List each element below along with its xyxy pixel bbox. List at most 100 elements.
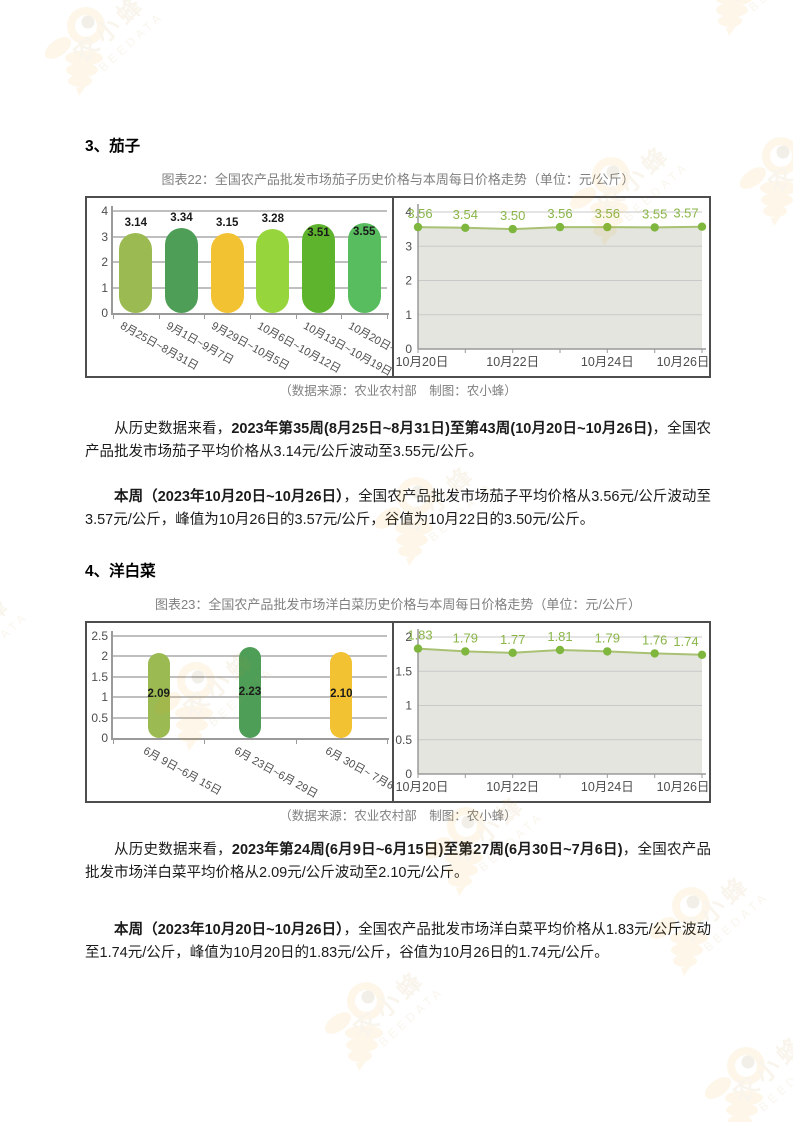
text-run: ，全国农产品批发市场洋白菜平均价格从1.83元/公斤波动至1.74元/公斤，峰值… bbox=[85, 922, 712, 961]
bar bbox=[147, 652, 170, 738]
text-run-bold: 2023年第35周(8月25日~8月31日)至第43周(10月20日~10月26… bbox=[231, 421, 653, 437]
x-axis-tick bbox=[387, 740, 388, 744]
watermark-brand-text: 农小蜂 BEEDATA bbox=[0, 206, 2, 306]
bar-value-label: 2.23 bbox=[238, 685, 262, 698]
data-point bbox=[603, 647, 612, 656]
figure-22-source-caption: （数据来源：农业农村部 制图：农小蜂） bbox=[279, 384, 517, 398]
eggplant-history-bar-chart: 0 1 2 3 4 3.14 8月25日~8月31日 3.34 9月1日~9月7日 3.15 9月2… bbox=[87, 198, 393, 376]
figure-22-title: 图表22：全国农产品批发市场茄子历史价格与本周每日价格走势（单位：元/公斤） bbox=[161, 172, 635, 187]
y-axis-tick-label: 1 bbox=[405, 699, 412, 713]
data-point-label: 3.54 bbox=[453, 207, 478, 222]
y-axis-tick-label: 1 bbox=[101, 280, 108, 295]
x-axis-tick-label: 10月22日 bbox=[486, 780, 539, 794]
chart-element bbox=[726, 1103, 758, 1117]
bar bbox=[210, 232, 244, 313]
chart-element bbox=[345, 1025, 383, 1041]
chart-element bbox=[739, 167, 767, 189]
cabbage-daily-line-chart: 0 0.5 1 1.5 2 1.83 1.79 1.77 1.81 1.79 1.76 1.74 10月… bbox=[392, 623, 709, 801]
x-axis-tick bbox=[387, 315, 388, 319]
x-axis-tick bbox=[113, 315, 114, 319]
x-axis-tick-label: 10月20日 bbox=[396, 355, 449, 369]
chart-element bbox=[761, 193, 793, 207]
chart-element bbox=[726, 26, 736, 36]
line-chart-svg: 0 0.5 1 1.5 21.83 1.79 1.77 1.81 1.79 1.76 1.74 10月… bbox=[395, 628, 709, 794]
watermark-brand-cn: 农小蜂 bbox=[714, 0, 793, 9]
data-point-label: 3.56 bbox=[407, 206, 432, 221]
beedata-watermark: 农小蜂 BEEDATA bbox=[320, 965, 560, 1122]
data-point bbox=[603, 222, 612, 232]
x-axis-tick-label: 10月22日 bbox=[486, 355, 539, 369]
gridline bbox=[113, 210, 387, 212]
bar bbox=[330, 652, 353, 738]
x-axis-line bbox=[111, 313, 389, 315]
chart-element bbox=[762, 137, 793, 175]
watermark-brand-text: 农小蜂 BEEDATA bbox=[714, 0, 793, 21]
x-axis-tick bbox=[113, 740, 114, 744]
data-point-label: 1.79 bbox=[453, 630, 478, 645]
data-point bbox=[650, 649, 659, 658]
x-axis-tick-label: 10月26日 bbox=[657, 355, 709, 369]
x-axis-tick-label: 10月20日 bbox=[396, 780, 449, 794]
bar-value-label: 3.51 bbox=[307, 226, 330, 239]
chart-element bbox=[704, 1077, 732, 1099]
x-axis-tick bbox=[295, 740, 297, 744]
x-axis-tick bbox=[250, 315, 251, 319]
bar-value-label: 3.55 bbox=[352, 225, 376, 238]
data-point-label: 1.76 bbox=[642, 632, 667, 647]
y-axis-tick-label: 4 bbox=[405, 205, 412, 219]
y-axis-tick-label: 4 bbox=[101, 204, 108, 218]
data-point-label: 1.81 bbox=[547, 629, 572, 644]
watermark-brand-en: BEEDATA bbox=[756, 1048, 793, 1115]
chart-element bbox=[716, 3, 748, 17]
gridline bbox=[113, 635, 387, 637]
figure-23: 0 0.5 1 1.5 2 2.5 2.09 6月 9日~6月 15日 2.23 6月 23日~6… bbox=[85, 621, 711, 803]
chart-element bbox=[728, 1115, 752, 1122]
bar bbox=[239, 647, 261, 738]
chart-element bbox=[735, 1055, 757, 1077]
y-axis-tick-label: 1.5 bbox=[91, 669, 108, 684]
paragraph-eggplant-history: 从历史数据来看，2023年第35周(8月25日~8月31日)至第43周(10月2… bbox=[85, 418, 711, 464]
y-axis-tick-label: 2 bbox=[405, 274, 412, 288]
chart-element bbox=[741, 1055, 755, 1069]
text-run: 从历史数据来看， bbox=[114, 842, 232, 858]
data-point bbox=[555, 222, 565, 232]
text-run-bold: 2023年第24周(6月9日~6月15日)至第27周(6月30日~7月6日) bbox=[231, 842, 623, 858]
area-fill bbox=[418, 648, 703, 774]
y-axis-line bbox=[111, 206, 113, 315]
y-axis-tick-label: 0.5 bbox=[91, 710, 108, 725]
x-axis-tick bbox=[341, 315, 343, 319]
bar-value-label: 2.10 bbox=[330, 688, 353, 701]
x-axis-tick-label: 10月26日 bbox=[657, 780, 709, 794]
watermark-brand-en: BEEDATA bbox=[746, 0, 793, 14]
bee-logo-icon bbox=[739, 137, 793, 226]
gridline bbox=[113, 261, 387, 263]
bar-value-label: 3.15 bbox=[215, 216, 239, 229]
x-axis-tick bbox=[204, 315, 206, 319]
y-axis-tick-label: 0 bbox=[405, 767, 412, 781]
bar-value-label: 3.34 bbox=[170, 211, 193, 224]
data-point-label: 3.56 bbox=[595, 206, 620, 221]
cabbage-history-bar-chart: 0 0.5 1 1.5 2 2.5 2.09 6月 9日~6月 15日 2.23 6月 23日~6… bbox=[87, 623, 393, 801]
watermark-brand-cn: 农小蜂 bbox=[728, 1030, 793, 1109]
y-axis-tick-label: 0 bbox=[101, 731, 108, 745]
text-run: 从历史数据来看， bbox=[114, 421, 232, 437]
y-axis-tick-label: 3 bbox=[101, 229, 108, 244]
watermark-brand-cn: 农小蜂 bbox=[763, 120, 793, 199]
y-axis-tick-label: 1 bbox=[101, 690, 108, 705]
chart-element bbox=[763, 205, 787, 217]
watermark-brand-cn: 农小蜂 bbox=[0, 590, 17, 669]
data-point bbox=[650, 223, 659, 232]
x-axis-tick-label: 10月24日 bbox=[581, 355, 634, 369]
watermark-brand-en: BEEDATA bbox=[0, 234, 2, 299]
data-point-label: 3.57 bbox=[673, 206, 698, 221]
x-axis-category-label: 8月25日~8月31日 bbox=[117, 320, 201, 373]
data-point-label: 3.56 bbox=[547, 206, 572, 221]
x-axis-category-label: 6月 30日~ 7月6日 bbox=[323, 745, 393, 798]
bee-logo-icon bbox=[704, 1047, 765, 1122]
bar-value-label: 3.14 bbox=[124, 216, 147, 229]
data-point bbox=[508, 224, 517, 234]
y-axis-line bbox=[111, 631, 113, 740]
chart-element bbox=[760, 180, 793, 196]
data-point-label: 1.74 bbox=[673, 634, 698, 649]
